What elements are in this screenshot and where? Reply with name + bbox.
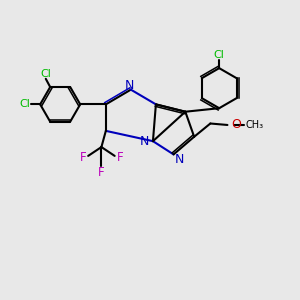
Text: N: N	[140, 135, 149, 148]
Text: N: N	[175, 153, 184, 166]
Text: F: F	[80, 151, 86, 164]
Text: Cl: Cl	[40, 69, 51, 79]
Text: Cl: Cl	[214, 50, 225, 60]
Text: CH₃: CH₃	[245, 120, 263, 130]
Text: O: O	[231, 118, 241, 131]
Text: F: F	[98, 166, 105, 178]
Text: Cl: Cl	[20, 99, 30, 110]
Text: N: N	[125, 79, 134, 92]
Text: F: F	[117, 151, 123, 164]
